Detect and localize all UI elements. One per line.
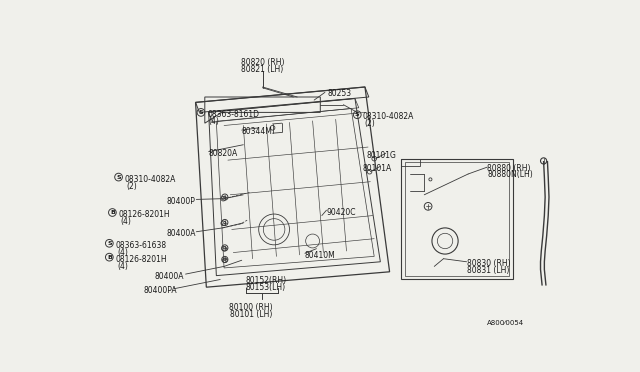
- Text: 80821 (LH): 80821 (LH): [241, 65, 284, 74]
- Text: 08363-8161D: 08363-8161D: [207, 110, 259, 119]
- Text: B: B: [107, 255, 112, 260]
- Text: (2): (2): [364, 119, 375, 128]
- Text: 80410M: 80410M: [305, 251, 335, 260]
- Text: (4): (4): [117, 262, 128, 271]
- Text: 80820A: 80820A: [209, 148, 238, 158]
- Text: 80820 (RH): 80820 (RH): [241, 58, 284, 67]
- Text: 80101G: 80101G: [367, 151, 396, 160]
- Text: 80101A: 80101A: [363, 164, 392, 173]
- Text: 08363-61638: 08363-61638: [115, 241, 166, 250]
- Text: A800⁄0054: A800⁄0054: [487, 320, 524, 326]
- Text: 08126-8201H: 08126-8201H: [118, 210, 170, 219]
- Text: (4): (4): [120, 217, 131, 226]
- Text: 08310-4082A: 08310-4082A: [125, 175, 176, 184]
- Text: 80880 (RH): 80880 (RH): [488, 164, 531, 173]
- Text: S: S: [198, 110, 204, 115]
- Text: S: S: [116, 174, 121, 180]
- Text: (4): (4): [209, 117, 220, 126]
- Text: 80400P: 80400P: [166, 197, 195, 206]
- Text: 80344M: 80344M: [242, 127, 273, 136]
- Text: (2): (2): [126, 182, 137, 191]
- Text: S: S: [355, 112, 360, 117]
- Text: 80101 (LH): 80101 (LH): [230, 310, 272, 318]
- Text: B: B: [110, 210, 115, 215]
- Text: 08126-8201H: 08126-8201H: [115, 255, 167, 264]
- Text: 80152(RH): 80152(RH): [246, 276, 287, 285]
- Text: (4): (4): [117, 248, 128, 257]
- Text: 80253: 80253: [328, 89, 352, 97]
- Text: 08310-4082A: 08310-4082A: [363, 112, 414, 121]
- Text: 80400A: 80400A: [155, 272, 184, 281]
- Text: 90420C: 90420C: [326, 208, 356, 217]
- Text: 80153(LH): 80153(LH): [246, 283, 285, 292]
- Text: 80100 (RH): 80100 (RH): [229, 303, 273, 312]
- Text: 80400A: 80400A: [166, 230, 196, 238]
- Text: 80830 (RH): 80830 (RH): [467, 259, 510, 268]
- Text: S: S: [107, 241, 111, 246]
- Text: 80400PA: 80400PA: [143, 286, 177, 295]
- Text: 80880N(LH): 80880N(LH): [488, 170, 533, 179]
- Text: 80831 (LH): 80831 (LH): [467, 266, 509, 275]
